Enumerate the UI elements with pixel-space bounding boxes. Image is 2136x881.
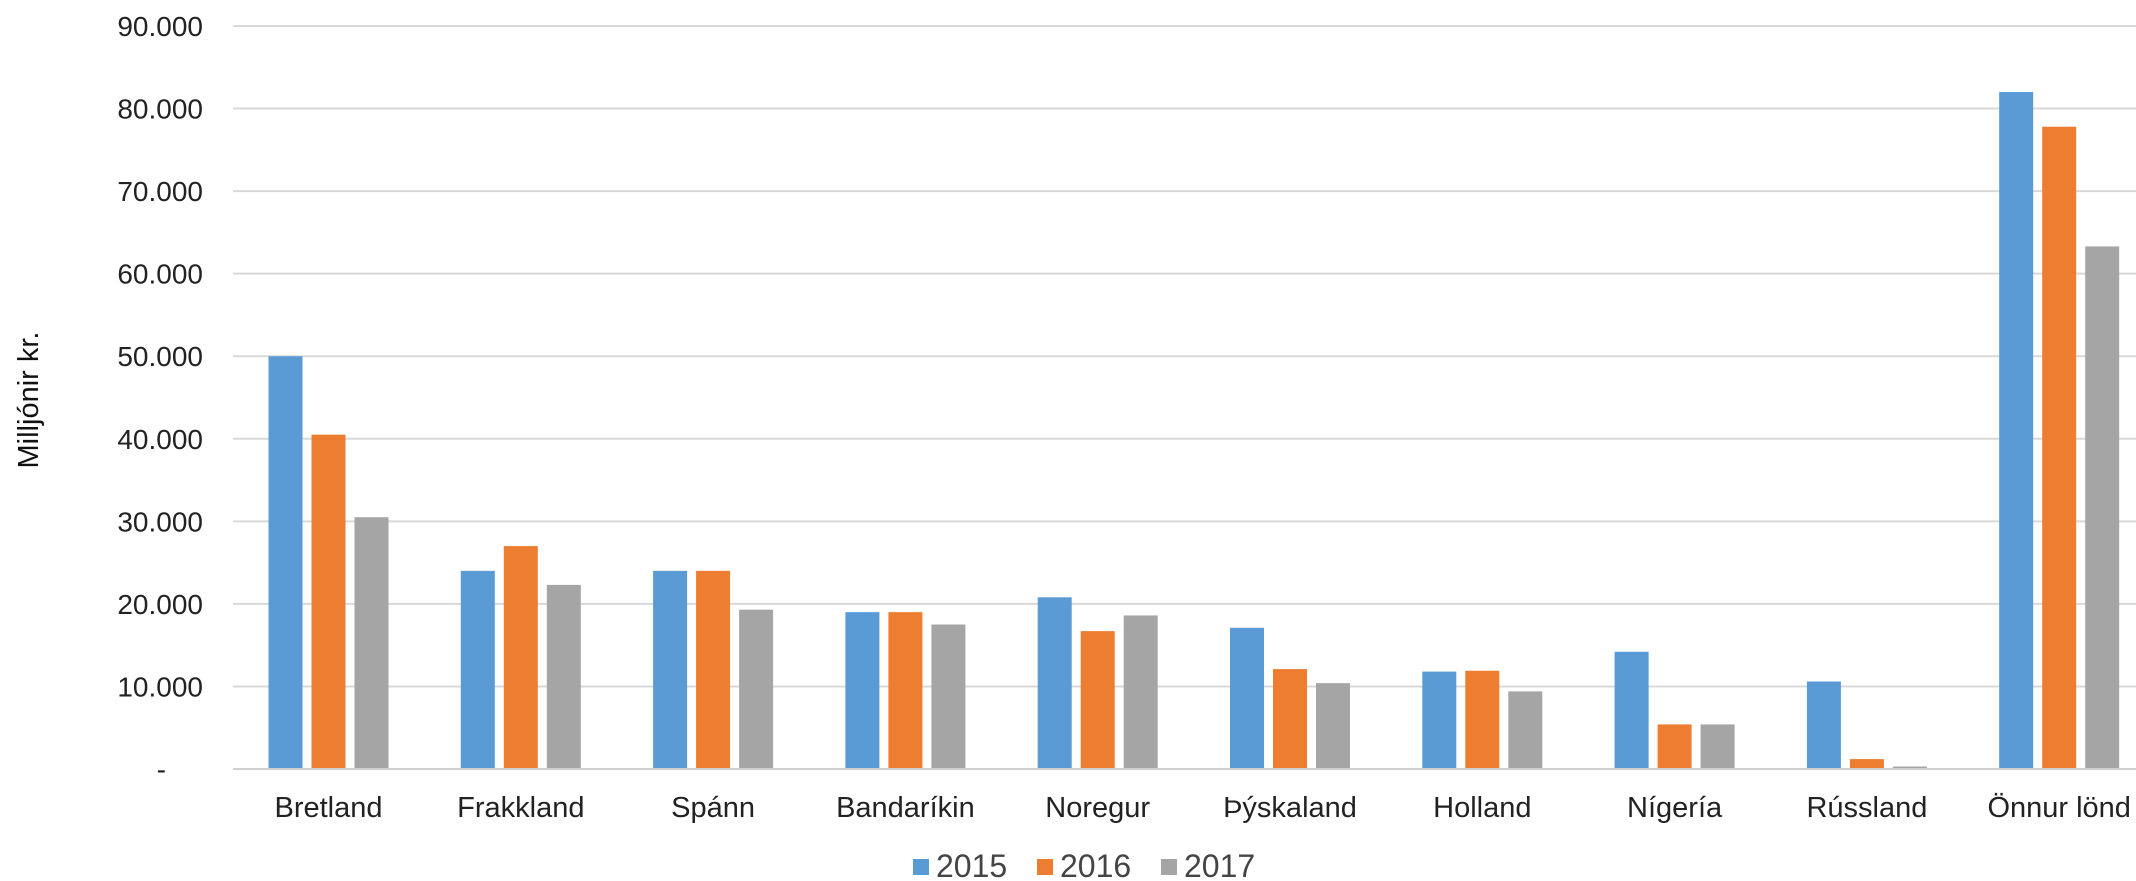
x-tick-label: Noregur bbox=[1045, 792, 1150, 824]
bar-2016 bbox=[1273, 669, 1307, 769]
bar-2017 bbox=[739, 609, 774, 769]
x-tick-label: Bretland bbox=[274, 792, 382, 824]
x-tick-label: Spánn bbox=[671, 792, 755, 824]
y-tick-label: 10.000 bbox=[117, 671, 203, 702]
y-tick-label: 30.000 bbox=[117, 506, 203, 537]
bar-2017 bbox=[1508, 691, 1543, 769]
bar-2017 bbox=[931, 624, 966, 769]
bar-2015 bbox=[268, 356, 303, 769]
bar-2016 bbox=[696, 570, 731, 769]
bar-2016 bbox=[1465, 670, 1500, 769]
x-tick-label: Rússland bbox=[1806, 792, 1927, 824]
x-tick-label: Þýskaland bbox=[1223, 792, 1357, 824]
bar-2017 bbox=[1316, 683, 1350, 769]
bar-2016 bbox=[1657, 724, 1692, 769]
bar-2017 bbox=[2085, 246, 2120, 769]
y-tick-label: 20.000 bbox=[117, 589, 203, 620]
legend-label-2016: 2016 bbox=[1060, 848, 1131, 881]
y-tick-label: 90.000 bbox=[117, 11, 203, 42]
x-tick-label: Holland bbox=[1433, 792, 1531, 824]
y-tick-label: 80.000 bbox=[117, 94, 203, 125]
x-tick-label: Frakkland bbox=[457, 792, 584, 824]
bar-2016 bbox=[311, 434, 346, 769]
legend: 2015 2016 2017 bbox=[913, 848, 1255, 881]
legend-swatch-2017 bbox=[1161, 859, 1177, 875]
bars bbox=[268, 92, 2120, 770]
legend-swatch-2016 bbox=[1037, 859, 1053, 875]
bar-2017 bbox=[1700, 724, 1735, 769]
bar-2015 bbox=[1614, 651, 1649, 769]
bar-2016 bbox=[2042, 126, 2077, 770]
x-tick-label: Bandaríkin bbox=[836, 792, 975, 824]
bar-2015 bbox=[460, 570, 495, 769]
bar-2015 bbox=[1422, 671, 1457, 769]
bar-2017 bbox=[354, 517, 389, 769]
bar-2015 bbox=[1037, 597, 1072, 769]
bar-2015 bbox=[1999, 92, 2034, 770]
y-tick-label: 70.000 bbox=[117, 176, 203, 207]
x-axis-labels: Bretland Frakkland Spánn Bandaríkin Noregur Þ… bbox=[274, 792, 2130, 824]
y-tick-label: - bbox=[157, 754, 166, 785]
y-tick-label: 50.000 bbox=[117, 341, 203, 372]
bar-2015 bbox=[653, 570, 688, 769]
y-tick-label: 40.000 bbox=[117, 424, 203, 455]
bar-2015 bbox=[1230, 627, 1264, 769]
bar-2017 bbox=[1123, 615, 1158, 769]
legend-swatch-2015 bbox=[913, 859, 929, 875]
legend-label-2015: 2015 bbox=[936, 848, 1007, 881]
bar-2016 bbox=[1080, 631, 1115, 769]
bar-2016 bbox=[503, 546, 538, 769]
bar-2017 bbox=[546, 584, 581, 769]
y-tick-label: 60.000 bbox=[117, 259, 203, 290]
y-axis-label: Milljónir kr. bbox=[13, 332, 45, 469]
bar-2015 bbox=[1806, 681, 1841, 769]
bar-2016 bbox=[1849, 759, 1884, 769]
x-tick-label: Nígería bbox=[1627, 792, 1723, 824]
bar-2015 bbox=[845, 612, 880, 769]
legend-label-2017: 2017 bbox=[1184, 848, 1255, 881]
bar-2017 bbox=[1892, 766, 1927, 769]
y-axis-ticks: - 10.000 20.000 30.000 40.000 50.000 60.000 70.… bbox=[117, 11, 203, 785]
bar-2016 bbox=[888, 612, 923, 769]
x-tick-label: Önnur lönd bbox=[1987, 792, 2131, 824]
